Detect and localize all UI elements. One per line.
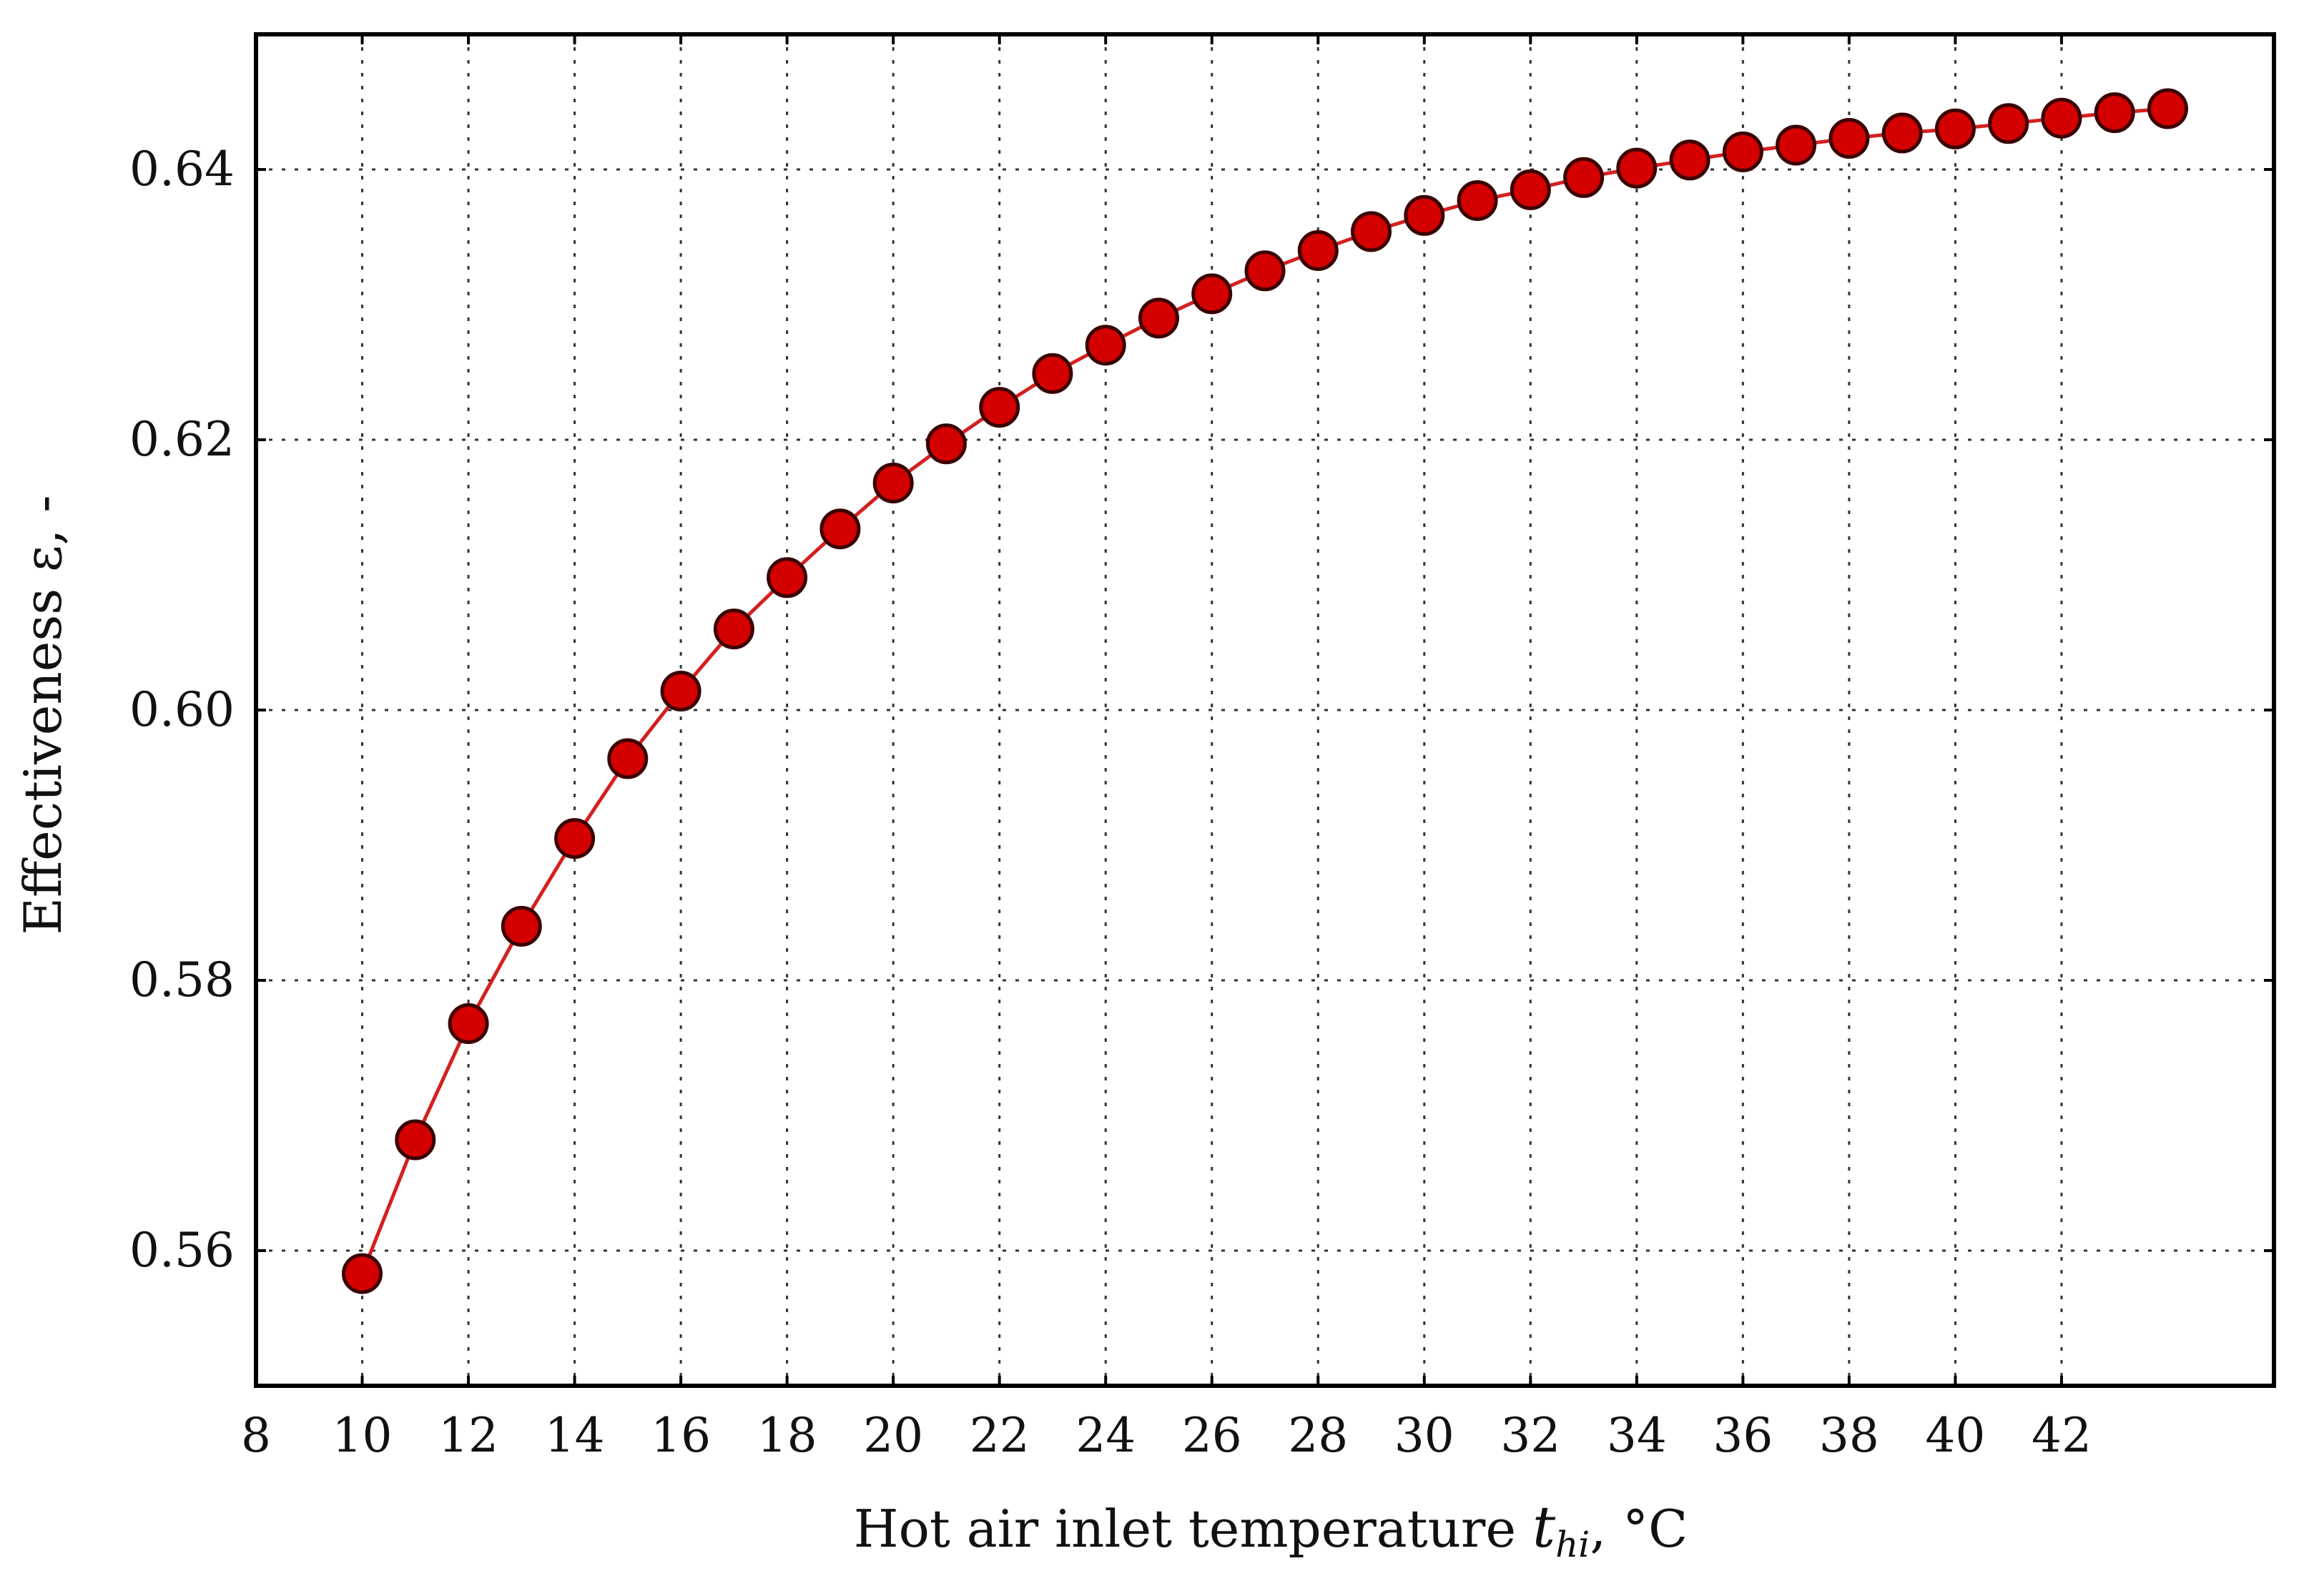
data-point xyxy=(1244,250,1286,292)
x-tick-label: 32 xyxy=(1500,1408,1560,1463)
x-tick-label: 14 xyxy=(545,1408,605,1463)
y-tick-label: 0.58 xyxy=(129,952,235,1008)
data-point xyxy=(925,423,967,465)
data-point xyxy=(1138,297,1179,339)
x-tick-labels: 8 10 12 14 16 18 20 22 24 26 28 30 32 34 36 38 40 42 xyxy=(241,1408,2092,1463)
series-layer xyxy=(342,88,2188,1294)
y-tick-label: 0.62 xyxy=(129,412,235,467)
data-point xyxy=(1988,103,2029,144)
data-point xyxy=(2094,92,2135,134)
data-point xyxy=(607,738,649,779)
data-point xyxy=(342,1253,383,1294)
x-tick-label: 10 xyxy=(333,1408,393,1463)
x-tick-label: 40 xyxy=(1925,1408,1985,1463)
x-tick-label: 16 xyxy=(651,1408,711,1463)
x-tick-label: 38 xyxy=(1819,1408,1879,1463)
x-axis-label-unit: , °C xyxy=(1590,1499,1688,1559)
data-point xyxy=(1881,112,1923,154)
data-point xyxy=(395,1119,436,1161)
data-point xyxy=(1616,147,1658,189)
data-point xyxy=(1297,230,1339,271)
data-point xyxy=(1457,180,1498,221)
x-tick-label: 22 xyxy=(970,1408,1030,1463)
data-point xyxy=(1510,169,1551,210)
x-tick-label: 36 xyxy=(1713,1408,1773,1463)
data-point xyxy=(1032,353,1073,394)
x-tick-label: 26 xyxy=(1182,1408,1242,1463)
data-point xyxy=(819,508,861,550)
x-tick-label: 28 xyxy=(1288,1408,1348,1463)
x-axis-label-subscript: hi xyxy=(1555,1524,1590,1565)
x-tick-label: 12 xyxy=(438,1408,498,1463)
data-point xyxy=(554,818,596,859)
x-tick-label: 24 xyxy=(1075,1408,1136,1463)
grid-lines xyxy=(256,34,2274,1386)
data-point xyxy=(1563,157,1605,198)
x-axis-label: Hot air inlet temperature thi, °C xyxy=(854,1494,1688,1565)
data-point xyxy=(872,463,914,503)
x-tick-label: 8 xyxy=(241,1408,271,1463)
data-point xyxy=(1722,131,1763,172)
data-point xyxy=(448,1003,489,1044)
data-point xyxy=(1351,211,1392,252)
x-tick-label: 30 xyxy=(1394,1408,1454,1463)
data-point xyxy=(501,905,542,947)
data-point xyxy=(660,671,701,711)
y-tick-label: 0.60 xyxy=(129,682,235,737)
x-tick-label: 34 xyxy=(1607,1408,1667,1463)
x-tick-label: 20 xyxy=(863,1408,923,1463)
x-tick-label: 18 xyxy=(757,1408,817,1463)
data-point xyxy=(979,387,1020,428)
y-axis-label: Effectiveness ε, - xyxy=(13,495,73,935)
y-tick-labels: 0.56 0.58 0.60 0.62 0.64 xyxy=(129,142,235,1278)
x-axis-label-symbol: t xyxy=(1532,1494,1556,1560)
y-tick-label: 0.56 xyxy=(129,1223,235,1278)
data-point xyxy=(1828,118,1870,159)
data-point xyxy=(2041,97,2082,139)
data-point xyxy=(1669,139,1710,181)
data-point xyxy=(713,609,754,650)
data-point xyxy=(767,557,808,598)
data-point xyxy=(1191,273,1233,315)
data-point xyxy=(1085,325,1126,366)
x-axis-label-text: Hot air inlet temperature xyxy=(854,1499,1532,1559)
plot-frame xyxy=(254,32,2276,1388)
data-point xyxy=(1776,124,1817,166)
data-point xyxy=(2147,88,2188,129)
y-tick-label: 0.64 xyxy=(129,142,235,197)
data-point xyxy=(1934,108,1976,149)
x-tick-label: 42 xyxy=(2032,1408,2092,1463)
data-point xyxy=(1404,194,1445,236)
